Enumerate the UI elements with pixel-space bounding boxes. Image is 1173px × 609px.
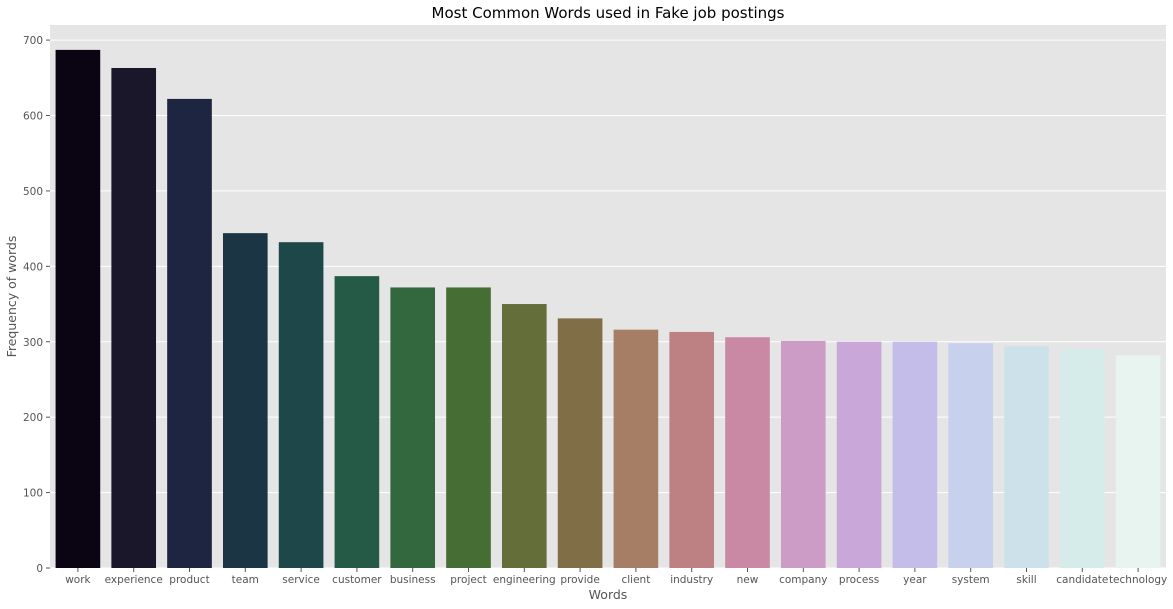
x-axis-ticks: work experience product team service customer… (65, 568, 1167, 586)
x-tick-label-work: work (65, 574, 91, 586)
bar-provide (557, 318, 603, 568)
x-tick-label-company: company (779, 574, 827, 586)
bar-industry (669, 331, 715, 568)
y-tick-label: 100 (23, 488, 43, 500)
bar-new (725, 337, 770, 568)
x-tick-label-industry: industry (670, 574, 713, 586)
x-tick-label-system: system (952, 574, 990, 586)
y-tick-label: 600 (23, 111, 43, 123)
bar-company (780, 340, 826, 568)
x-axis-label: Words (589, 587, 628, 602)
x-tick-label-year: year (903, 574, 927, 586)
bar-engineering (501, 304, 547, 568)
bar-service (278, 242, 324, 568)
bar-technology (1115, 355, 1161, 568)
bar-team (222, 233, 268, 568)
bar-candidate (1059, 349, 1105, 568)
bar-business (390, 287, 436, 568)
bar-client (613, 329, 659, 568)
x-tick-label-product: product (169, 574, 209, 586)
x-tick-label-client: client (621, 574, 650, 586)
bar-project (446, 287, 491, 568)
bar-product (167, 98, 212, 569)
bar-customer (334, 276, 380, 568)
x-tick-label-experience: experience (105, 574, 163, 586)
x-tick-label-new: new (737, 574, 759, 586)
bar-system (948, 343, 994, 568)
bar-skill (1004, 346, 1049, 568)
x-tick-label-candidate: candidate (1056, 574, 1108, 586)
plot-area (50, 25, 1166, 568)
x-tick-label-project: project (450, 574, 486, 586)
y-tick-label: 500 (23, 186, 43, 198)
x-tick-label-service: service (282, 574, 320, 586)
x-tick-label-customer: customer (332, 574, 382, 586)
y-tick-label: 300 (23, 337, 43, 349)
bar-process (836, 341, 882, 568)
y-tick-label: 200 (23, 412, 43, 424)
bar-experience (111, 67, 157, 569)
y-axis-label: Frequency of words (4, 236, 19, 358)
y-tick-label: 400 (23, 261, 43, 273)
bar-year (892, 341, 938, 568)
x-tick-label-provide: provide (560, 574, 599, 586)
y-tick-label: 700 (23, 35, 43, 47)
y-axis-ticks: 0 100 200 300 400 500 600 700 (23, 35, 50, 575)
bar-work (55, 49, 101, 568)
x-tick-label-engineering: engineering (493, 574, 556, 586)
x-tick-label-business: business (390, 574, 436, 586)
x-tick-label-process: process (839, 574, 879, 586)
x-tick-label-team: team (232, 574, 259, 586)
bars (55, 49, 1161, 569)
x-tick-label-skill: skill (1016, 574, 1036, 586)
y-tick-label: 0 (36, 563, 43, 575)
chart-title: Most Common Words used in Fake job posti… (432, 4, 785, 22)
x-tick-label-technology: technology (1109, 574, 1167, 586)
